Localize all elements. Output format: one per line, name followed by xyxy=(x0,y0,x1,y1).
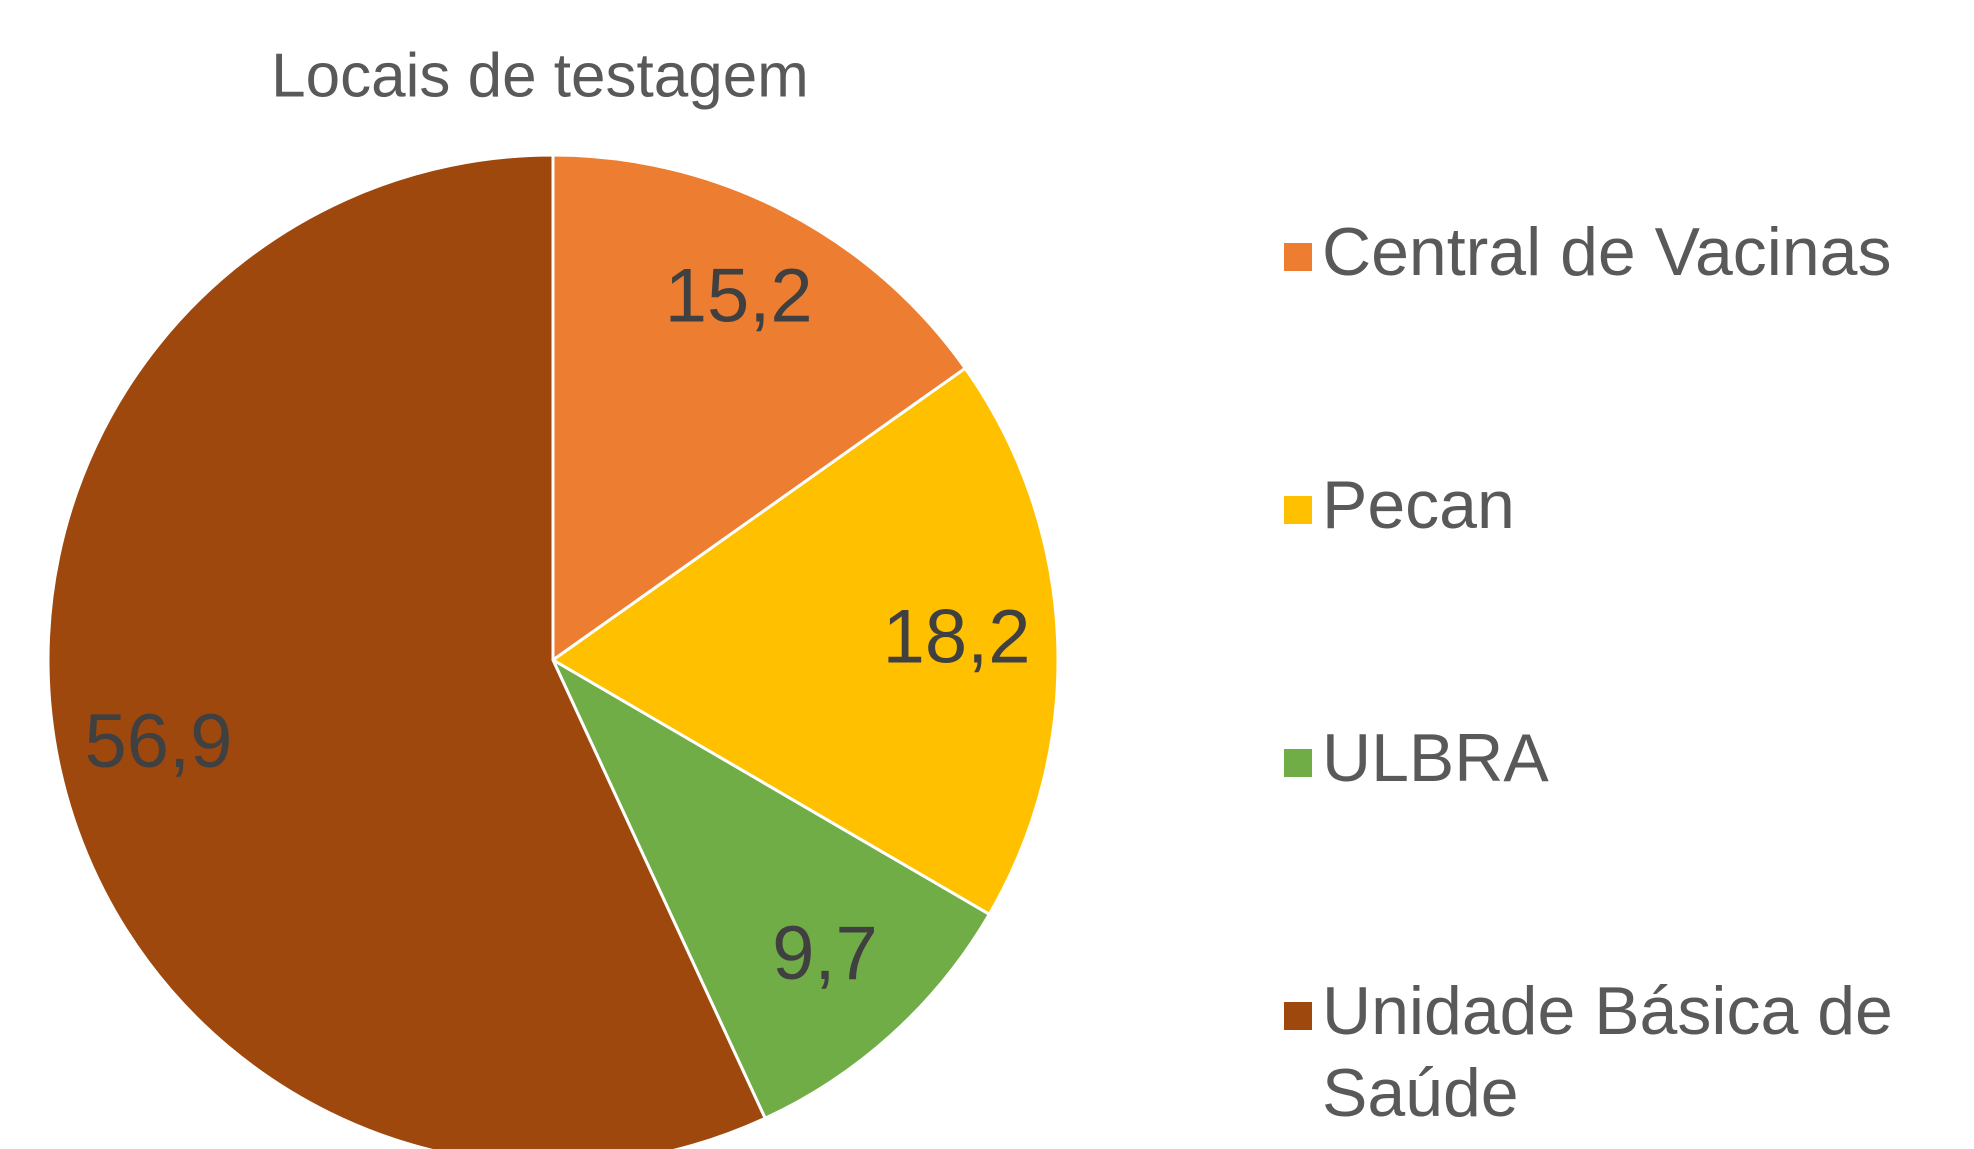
pie-slice xyxy=(551,153,968,663)
pie-slice xyxy=(549,656,992,1121)
legend-swatch xyxy=(1284,749,1312,777)
legend-label: Central de Vacinas xyxy=(1322,214,1892,290)
pie-slice xyxy=(550,366,1060,917)
legend-label: Unidade Básica de Saúde xyxy=(1322,973,1893,1131)
pie-slice xyxy=(46,153,768,1149)
legend-label-line: Saúde xyxy=(1322,1055,1519,1131)
data-label: 56,9 xyxy=(84,699,232,784)
legend-swatch xyxy=(1284,243,1312,271)
legend-label-line: Unidade Básica de xyxy=(1322,973,1893,1049)
data-label: 9,7 xyxy=(772,911,878,996)
chart-title: Locais de testagem xyxy=(271,41,809,110)
legend-label: Pecan xyxy=(1322,467,1515,543)
data-label: 18,2 xyxy=(883,594,1031,679)
legend-swatch xyxy=(1284,1002,1312,1030)
legend-swatch xyxy=(1284,496,1312,524)
legend-label: ULBRA xyxy=(1322,720,1549,796)
data-label: 15,2 xyxy=(665,253,813,338)
